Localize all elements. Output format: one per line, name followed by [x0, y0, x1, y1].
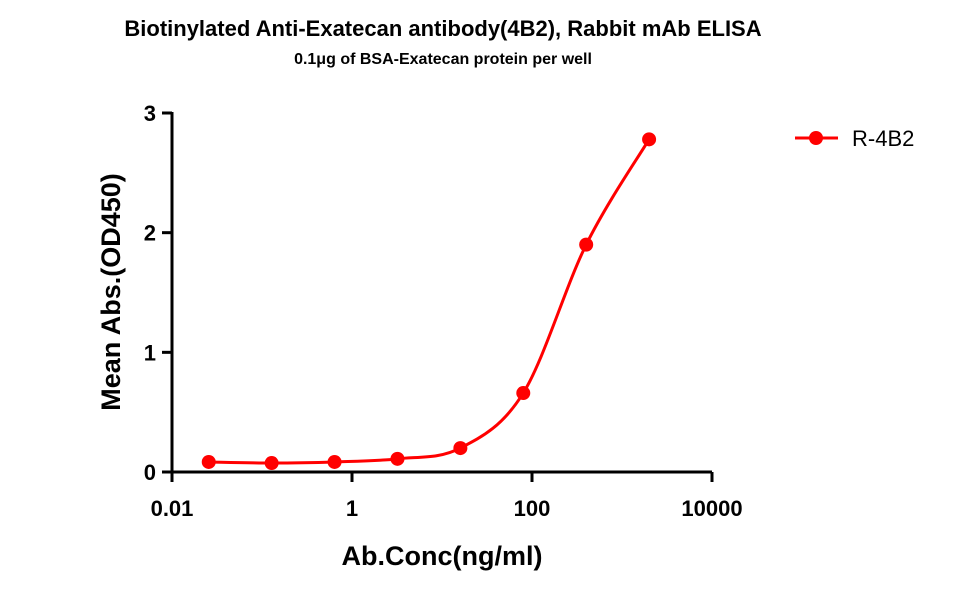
x-tick-label: 0.01 — [151, 496, 194, 521]
chart-title: Biotinylated Anti-Exatecan antibody(4B2)… — [124, 16, 761, 41]
x-tick-label: 1 — [346, 496, 358, 521]
data-point — [390, 451, 405, 466]
data-point — [327, 454, 342, 469]
y-tick-label: 2 — [144, 221, 156, 246]
series-line — [208, 138, 651, 465]
data-point — [453, 441, 468, 456]
y-tick-label: 1 — [144, 340, 156, 365]
data-point — [201, 454, 216, 469]
data-point — [642, 132, 657, 147]
data-point — [579, 237, 594, 252]
data-point — [516, 386, 531, 401]
data-point — [264, 456, 279, 471]
legend-marker — [809, 131, 823, 145]
x-tick-label: 100 — [514, 496, 551, 521]
y-tick-label: 0 — [144, 460, 156, 485]
y-axis-label: Mean Abs.(OD450) — [96, 173, 126, 411]
chart-subtitle: 0.1μg of BSA-Exatecan protein per well — [294, 51, 592, 68]
x-tick-label: 10000 — [681, 496, 742, 521]
y-tick-label: 3 — [144, 101, 156, 126]
x-axis-label: Ab.Conc(ng/ml) — [342, 541, 543, 571]
legend-label: R-4B2 — [852, 126, 914, 151]
